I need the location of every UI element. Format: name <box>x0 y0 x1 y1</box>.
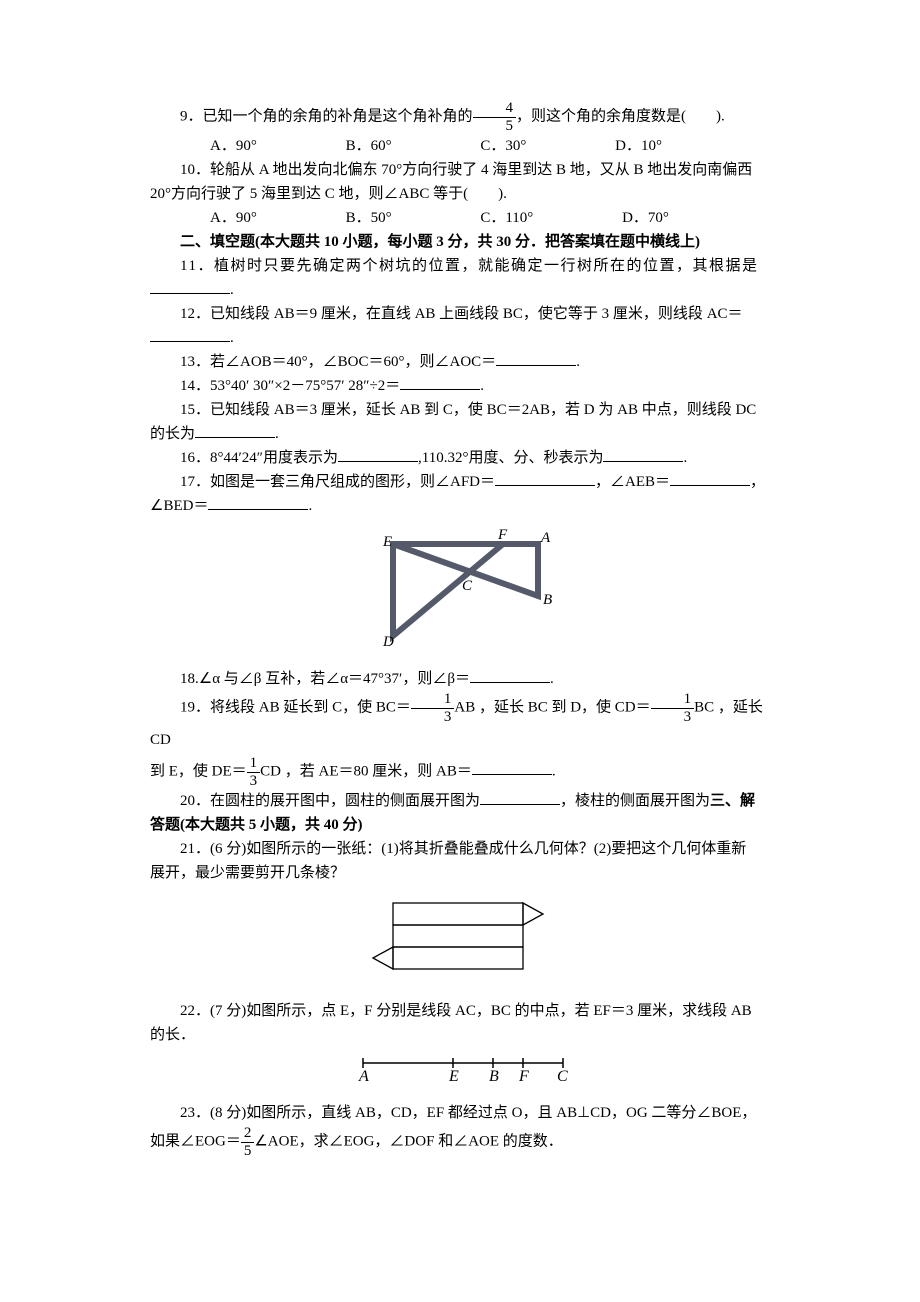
q9-text: 9．已知一个角的余角的补角是这个角补角的45，则这个角的余角度数是( ). <box>150 100 775 134</box>
q19-line2: 到 E，使 DE＝13CD ，若 AE＝80 厘米，则 AB＝. <box>150 755 775 789</box>
q22-line2: 的长． <box>150 1023 775 1047</box>
q12-blank <box>150 328 230 342</box>
q19-blank <box>472 761 552 775</box>
q23-frac: 25 <box>241 1125 255 1159</box>
q13-blank <box>496 352 576 366</box>
q19-frac2: 13 <box>651 691 695 725</box>
q10-optB: B．50° <box>316 206 392 230</box>
q17-line2: ∠BED＝. <box>150 494 775 518</box>
figure-q22: A E B F C <box>150 1055 775 1093</box>
q14-blank <box>400 376 480 390</box>
fig17-F: F <box>497 527 508 543</box>
q10-options: A．90° B．50° C．110° D．70° <box>150 206 775 230</box>
q21-line2: 展开，最少需要剪开几条棱？ <box>150 861 775 885</box>
q19-line1: 19．将线段 AB 延长到 C，使 BC＝13AB ，延长 BC 到 D，使 C… <box>150 691 775 755</box>
q20-line2: 答题(本大题共 5 小题，共 40 分) <box>150 813 775 837</box>
q19-frac3: 13 <box>247 755 261 789</box>
q16-blank1 <box>338 448 418 462</box>
q9-frac: 45 <box>473 100 517 134</box>
q12-line1: 12．已知线段 AB＝9 厘米，在直线 AB 上画线段 BC，使它等于 3 厘米… <box>150 302 775 326</box>
figure-q17: E F A B C D <box>150 526 775 659</box>
q23-line2: 如果∠EOG＝25∠AOE，求∠EOG，∠DOF 和∠AOE 的度数． <box>150 1125 775 1159</box>
q21-line1: 21．(6 分)如图所示的一张纸：(1)将其折叠能叠成什么几何体？(2)要把这个… <box>150 837 775 861</box>
q12-line2: . <box>150 326 775 350</box>
q18-blank <box>470 669 550 683</box>
fig17-B: B <box>543 592 552 608</box>
q14: 14．53°40′ 30″×2－75°57′ 28″÷2＝. <box>150 374 775 398</box>
fig22-F: F <box>518 1068 529 1085</box>
q17-blank3 <box>208 496 308 510</box>
q9-optA: A．90° <box>180 134 257 158</box>
q10-line2: 20°方向行驶了 5 海里到达 C 地，则∠ABC 等于( ). <box>150 182 775 206</box>
fig17-C: C <box>462 578 473 594</box>
fig17-E: E <box>382 534 392 550</box>
q9-post: ，则这个角的余角度数是( ). <box>516 108 725 124</box>
q9-pre: 9．已知一个角的余角的补角是这个角补角的 <box>180 108 473 124</box>
q10-line1: 10．轮船从 A 地出发向北偏东 70°方向行驶了 4 海里到达 B 地，又从 … <box>150 158 775 182</box>
q11-line2: . <box>150 278 775 302</box>
fig22-A: A <box>358 1068 369 1085</box>
fig17-svg: E F A B C D <box>358 526 568 651</box>
q20-blank1 <box>480 791 560 805</box>
q23-line1: 23．(8 分)如图所示，直线 AB，CD，EF 都经过点 O，且 AB⊥CD，… <box>150 1101 775 1125</box>
q10-optC: C．110° <box>450 206 533 230</box>
section-2-heading: 二、填空题(本大题共 10 小题，每小题 3 分，共 30 分．把答案填在题中横… <box>150 230 775 254</box>
q9-optD: D．10° <box>585 134 662 158</box>
fig22-C: C <box>557 1068 568 1085</box>
q9-optC: C．30° <box>450 134 526 158</box>
q16: 16．8°44′24″用度表示为,110.32°用度、分、秒表示为. <box>150 446 775 470</box>
q18: 18.∠α 与∠β 互补，若∠α＝47°37′，则∠β＝. <box>150 667 775 691</box>
fig17-D: D <box>382 634 394 650</box>
q17-blank2 <box>670 472 750 486</box>
q16-blank2 <box>603 448 683 462</box>
q17-blank1 <box>495 472 595 486</box>
fig21-svg <box>363 893 563 983</box>
q13: 13．若∠AOB＝40°，∠BOC＝60°，则∠AOC＝. <box>150 350 775 374</box>
q15-blank <box>195 424 275 438</box>
q15-line2: 的长为. <box>150 422 775 446</box>
q9-optB: B．60° <box>316 134 392 158</box>
fig22-E: E <box>448 1068 459 1085</box>
figure-q21 <box>150 893 775 991</box>
fig22-svg: A E B F C <box>343 1055 583 1085</box>
q9-options: A．90° B．60° C．30° D．10° <box>150 134 775 158</box>
exam-content: 9．已知一个角的余角的补角是这个角补角的45，则这个角的余角度数是( ). A．… <box>150 100 775 1159</box>
q11-line1: 11．植树时只要先确定两个树坑的位置，就能确定一行树所在的位置，其根据是 <box>150 254 775 278</box>
q10-optD: D．70° <box>592 206 669 230</box>
fig22-B: B <box>489 1068 499 1085</box>
q17-line1: 17．如图是一套三角尺组成的图形，则∠AFD＝，∠AEB＝， <box>150 470 775 494</box>
q22-line1: 22．(7 分)如图所示，点 E，F 分别是线段 AC，BC 的中点，若 EF＝… <box>150 999 775 1023</box>
q15-line1: 15．已知线段 AB＝3 厘米，延长 AB 到 C，使 BC＝2AB，若 D 为… <box>150 398 775 422</box>
q11-blank <box>150 280 230 294</box>
q10-optA: A．90° <box>180 206 257 230</box>
q20-line1: 20．在圆柱的展开图中，圆柱的侧面展开图为，棱柱的侧面展开图为三、解 <box>150 789 775 813</box>
q19-frac1: 13 <box>411 691 455 725</box>
fig17-A: A <box>540 530 551 546</box>
